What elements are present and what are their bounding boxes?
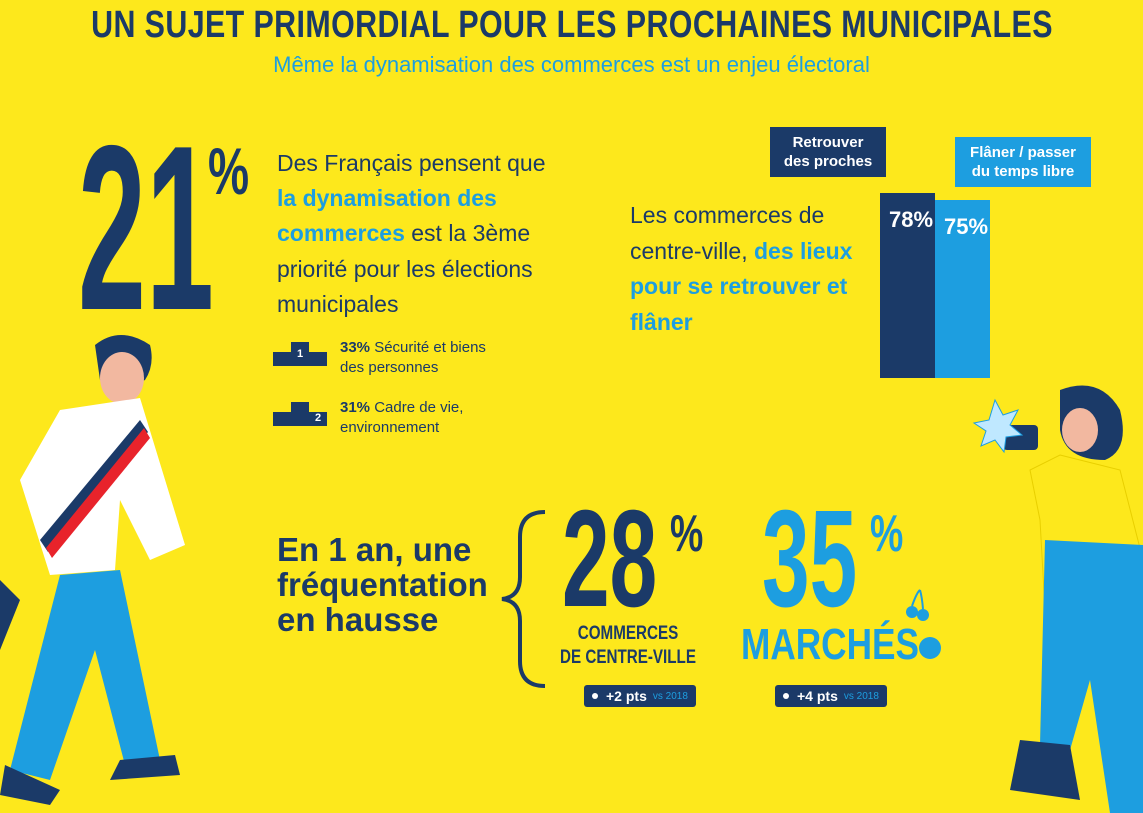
stat-label-line: MARCHÉS — [741, 620, 919, 669]
podium-block — [273, 352, 327, 366]
text-segment: centre-ville, — [630, 237, 754, 264]
bar — [880, 193, 935, 378]
stat-label-line: COMMERCES — [577, 623, 679, 644]
stat-label: MARCHÉS — [741, 622, 919, 668]
rank-line: environnement — [340, 418, 463, 438]
text-segment: des lieux — [753, 237, 853, 264]
stat-figure: 28 — [562, 482, 658, 636]
trend-heading: En 1 an, une fréquentation en hausse — [277, 532, 488, 637]
text-segment: municipales — [277, 290, 399, 317]
heading-line: fréquentation — [277, 566, 488, 603]
change-value: +2 pts — [606, 688, 647, 704]
rank-label: des personnes — [340, 359, 439, 376]
rank-share: 31% — [340, 399, 371, 416]
rank-share: 33% — [340, 339, 371, 356]
text-segment: la dynamisation des — [277, 185, 497, 212]
bar-value-label: 75% — [944, 214, 989, 240]
category-tag: Retrouver des proches — [770, 127, 886, 177]
rank-line: des personnes — [340, 358, 486, 378]
rank-line: 33% Sécurité et biens — [340, 338, 486, 358]
brace — [501, 510, 546, 688]
rank-text: 33% Sécurité et biens des personnes — [340, 338, 486, 378]
title: UN SUJET PRIMORDIAL POUR LES PROCHAINES … — [90, 4, 1053, 46]
stat-unit: % — [870, 505, 904, 563]
text-line: Les commerces de — [630, 198, 852, 234]
change-reference: vs 2018 — [843, 690, 879, 702]
text-line: commerces est la 3ème — [277, 216, 546, 251]
text-line: pour se retrouver et — [630, 269, 852, 305]
bar-value-label: 78% — [889, 207, 934, 232]
stat-label: COMMERCES DE CENTRE-VILLE — [560, 622, 696, 670]
priority-unit: % — [208, 134, 250, 208]
text-line: flâner — [630, 305, 852, 341]
heading-line: En 1 an, une — [277, 531, 472, 568]
podium-block — [273, 412, 327, 426]
text-segment: pour se retrouver et — [630, 273, 848, 299]
change-reference: vs 2018 — [652, 690, 688, 702]
places-text: Les commerces de centre-ville, des lieux p… — [630, 198, 852, 340]
text-segment: Les commerces de — [630, 202, 825, 228]
fruit-icon — [906, 589, 941, 659]
priority-text: Des Français pensent que la dynamisation … — [277, 146, 546, 322]
text-segment: Des Français pensent que — [277, 150, 546, 176]
text-line: centre-ville, des lieux — [630, 234, 852, 270]
category-tag: Flâner / passer du temps libre — [955, 137, 1091, 187]
text-line: priorité pour les élections — [277, 252, 546, 287]
text-line: municipales — [277, 287, 546, 322]
change-value: +4 pts — [797, 688, 838, 704]
text-line: la dynamisation des — [277, 181, 546, 216]
man-illustration — [0, 335, 185, 805]
rank-text: 31% Cadre de vie, environnement — [340, 398, 463, 438]
rank-label: environnement — [340, 419, 440, 436]
subtitle: Même la dynamisation des commerces est u… — [273, 52, 870, 77]
podium-icon: 1 — [273, 342, 327, 366]
rank-line: 31% Cadre de vie, — [340, 398, 463, 418]
stat-unit: % — [670, 505, 704, 563]
heading-line: en hausse — [277, 601, 439, 638]
bar — [935, 200, 990, 378]
change-badge: +2 pts vs 2018 — [584, 685, 696, 707]
stat-figure: 35 — [762, 482, 858, 636]
text-segment: commerces — [277, 220, 405, 247]
rank-label: Cadre de vie, — [374, 399, 464, 416]
podium-number: 2 — [315, 412, 322, 424]
text-segment: priorité pour les élections — [277, 255, 533, 282]
priority-figure: 21 — [78, 96, 214, 359]
change-badge: +4 pts vs 2018 — [775, 685, 887, 707]
stat-label-line: DE CENTRE-VILLE — [560, 647, 696, 668]
rank-label: Sécurité et biens — [374, 339, 486, 356]
text-line: Des Français pensent que — [277, 146, 546, 181]
woman-illustration — [972, 385, 1143, 813]
text-segment: flâner — [630, 308, 693, 335]
text-segment: est la 3ème — [404, 220, 531, 247]
podium-icon: 2 — [273, 402, 327, 426]
podium-number: 1 — [297, 348, 304, 360]
